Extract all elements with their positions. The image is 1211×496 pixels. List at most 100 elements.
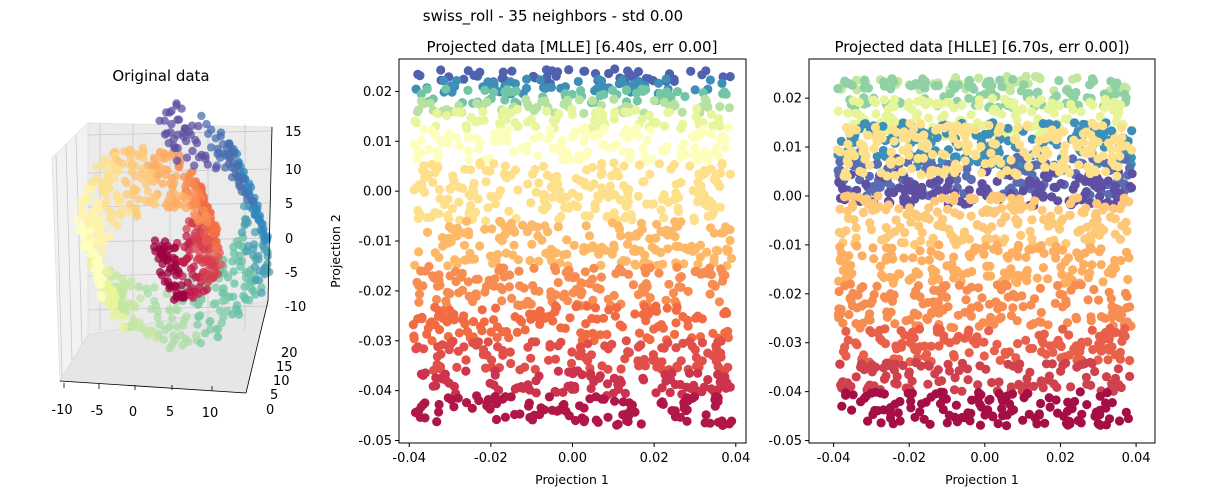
- hlle-point: [974, 302, 984, 312]
- mlle-point: [641, 73, 651, 84]
- mlle-point: [690, 143, 700, 153]
- hlle-point: [839, 171, 849, 181]
- mlle-point: [702, 268, 713, 278]
- swiss-roll-point: [113, 221, 122, 230]
- swiss-roll-point: [204, 129, 213, 138]
- mlle-point: [532, 222, 542, 232]
- hlle-point: [1018, 201, 1028, 211]
- mlle-point: [522, 74, 532, 84]
- mlle-point: [639, 375, 649, 385]
- hlle-point: [1110, 160, 1120, 171]
- hlle-point: [997, 404, 1007, 414]
- hlle-point: [1095, 112, 1105, 122]
- mlle-point: [540, 313, 550, 323]
- hlle-point: [1025, 367, 1035, 377]
- hlle-point: [1096, 260, 1106, 270]
- mlle-point: [466, 200, 476, 210]
- swiss-roll-point: [254, 213, 264, 222]
- hlle-point: [892, 127, 902, 137]
- mlle-point: [505, 347, 515, 357]
- hlle-point: [890, 319, 900, 329]
- mlle-point: [414, 281, 424, 291]
- mlle-point: [633, 191, 644, 201]
- mlle-point: [481, 177, 491, 187]
- hlle-point: [1087, 325, 1097, 335]
- mlle-point: [622, 239, 633, 249]
- hlle-point: [924, 203, 934, 213]
- mlle-point: [640, 263, 650, 273]
- mlle-point: [564, 272, 574, 282]
- hlle-point: [1112, 171, 1122, 181]
- mlle-point: [588, 328, 598, 338]
- mlle-point: [723, 122, 733, 133]
- hlle-point: [941, 292, 952, 302]
- hlle-point: [1117, 329, 1127, 339]
- hlle-point: [929, 196, 940, 206]
- mlle-point: [544, 392, 555, 402]
- swiss-roll-point: [115, 166, 124, 175]
- pane-back-left: [51, 122, 89, 383]
- hlle-point: [1054, 167, 1065, 177]
- hlle-point: [942, 261, 952, 271]
- mlle-point: [559, 250, 569, 260]
- swiss-roll-point: [218, 288, 227, 298]
- hlle-point: [1031, 121, 1041, 131]
- hlle-point: [1083, 337, 1093, 347]
- hlle-point: [878, 405, 889, 415]
- hlle-point: [950, 373, 960, 383]
- z-tick-label-3d: 10: [285, 163, 302, 178]
- mlle-point: [645, 293, 655, 303]
- hlle-y-tick-label: 0.02: [773, 92, 802, 107]
- swiss-roll-point: [202, 119, 211, 129]
- swiss-roll-point: [143, 186, 152, 196]
- hlle-point: [899, 253, 909, 263]
- mlle-point: [491, 303, 501, 313]
- hlle-point: [1095, 391, 1105, 401]
- hlle-point: [1112, 78, 1122, 88]
- swiss-roll-point: [174, 115, 184, 124]
- mlle-point: [581, 221, 591, 231]
- mlle-point: [504, 282, 514, 292]
- mlle-point: [648, 355, 658, 365]
- mlle-point: [486, 327, 496, 337]
- hlle-point: [861, 179, 871, 189]
- hlle-point: [854, 97, 864, 108]
- hlle-point: [840, 78, 850, 88]
- mlle-point: [556, 323, 566, 333]
- hlle-point: [1055, 101, 1065, 111]
- hlle-point: [899, 196, 909, 206]
- hlle-point: [911, 132, 921, 142]
- mlle-point: [718, 271, 729, 281]
- mlle-point: [542, 170, 552, 180]
- hlle-point: [1085, 357, 1095, 367]
- hlle-point: [1063, 253, 1073, 263]
- hlle-point: [835, 359, 845, 369]
- mlle-point: [538, 204, 548, 214]
- swiss-roll-point: [214, 332, 223, 342]
- mlle-point: [553, 222, 563, 232]
- hlle-point: [973, 283, 984, 293]
- hlle-point: [1102, 388, 1112, 398]
- hlle-point: [1127, 126, 1137, 136]
- hlle-axes: Projected data [HLLE] [6.70s, err 0.00])…: [768, 38, 1156, 487]
- mlle-point: [642, 135, 653, 146]
- mlle-point: [452, 362, 462, 372]
- swiss-roll-point: [206, 317, 215, 326]
- hlle-point: [996, 312, 1006, 322]
- mlle-point: [628, 280, 639, 290]
- hlle-point: [917, 182, 927, 192]
- mlle-point: [597, 158, 607, 169]
- swiss-roll-point: [182, 231, 191, 241]
- mlle-point: [716, 348, 726, 358]
- hlle-point: [840, 281, 850, 291]
- hlle-point: [868, 95, 878, 105]
- hlle-point: [1103, 268, 1113, 278]
- hlle-point: [1088, 345, 1098, 355]
- mlle-point: [493, 342, 503, 352]
- mlle-point: [590, 204, 600, 214]
- hlle-y-tick-label: 0.00: [773, 189, 802, 204]
- mlle-point: [624, 347, 635, 358]
- hlle-point: [964, 185, 974, 195]
- mlle-point: [520, 325, 530, 335]
- hlle-point: [866, 225, 877, 235]
